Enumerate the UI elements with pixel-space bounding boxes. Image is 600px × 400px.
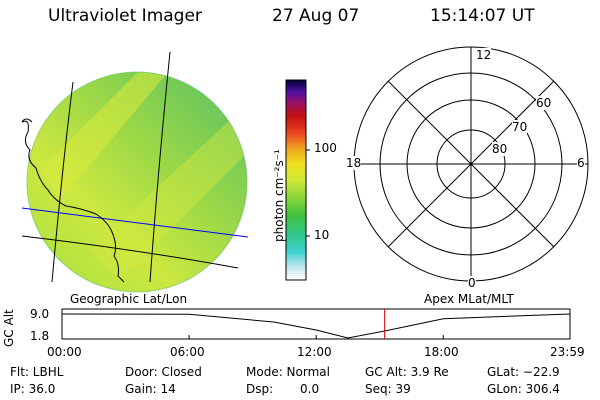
- colorbar-unit-label: photon cm⁻²s⁻¹: [272, 149, 286, 242]
- seq-info: Seq: 39: [365, 382, 411, 396]
- apex-label: Apex MLat/MLT: [424, 292, 514, 306]
- altitude-series-line: [61, 313, 571, 339]
- glat-info: GLat: −22.9: [487, 365, 560, 379]
- altitude-ytick-1-8: 1.8: [30, 329, 50, 343]
- polar-lat-70: 70: [512, 120, 528, 134]
- gc-alt-info: GC Alt: 3.9 Re: [365, 365, 449, 379]
- ip-info: IP: 36.0: [10, 382, 56, 396]
- polar-label-0: 0: [468, 276, 476, 290]
- colorbar-tick-100: 100: [314, 141, 337, 155]
- glon-info: GLon: 306.4: [487, 382, 560, 396]
- geographic-label: Geographic Lat/Lon: [70, 292, 188, 306]
- colorbar-tick-10: 10: [314, 228, 330, 242]
- mode-info: Mode: Normal: [246, 365, 330, 379]
- polar-label-12: 12: [476, 48, 492, 62]
- date-label: 27 Aug 07: [272, 6, 360, 26]
- altitude-axis-title: GC Alt: [2, 309, 16, 347]
- polar-lat-60: 60: [536, 96, 552, 110]
- instrument-title: Ultraviolet Imager: [48, 6, 202, 26]
- door-info: Door: Closed: [125, 365, 202, 379]
- altitude-xtick-0000: 00:00: [47, 345, 82, 359]
- altitude-xtick-2359: 23:59: [550, 345, 585, 359]
- altitude-ytick-9: 9.0: [30, 307, 50, 321]
- altitude-xtick-1800: 18:00: [424, 345, 459, 359]
- altitude-xtick-0600: 06:00: [170, 345, 205, 359]
- dsp-label: Dsp:: [246, 382, 274, 396]
- filter-info: Flt: LBHL: [10, 365, 64, 379]
- gain-info: Gain: 14: [125, 382, 176, 396]
- altitude-xtick-1200: 12:00: [297, 345, 332, 359]
- polar-label-18: 18: [346, 156, 362, 170]
- time-label: 15:14:07 UT: [430, 6, 535, 26]
- dsp-value: 0.0: [300, 382, 320, 396]
- polar-lat-80: 80: [492, 142, 508, 156]
- polar-label-6: 6: [577, 156, 585, 170]
